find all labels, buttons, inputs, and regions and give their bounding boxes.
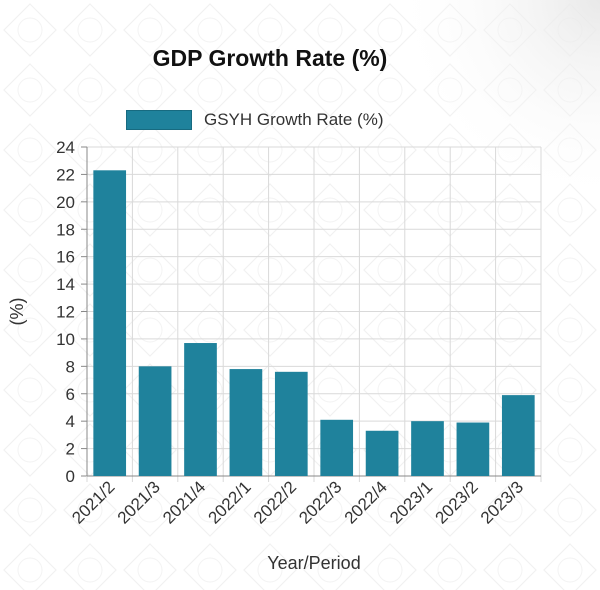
y-tick-label: 12 — [56, 303, 75, 322]
y-tick-label: 10 — [56, 330, 75, 349]
x-tick-label: 2021/2 — [68, 477, 118, 527]
x-tick-label: 2021/3 — [114, 477, 164, 527]
y-axis-title: (%) — [7, 298, 27, 326]
x-axis-title: Year/Period — [267, 553, 360, 573]
y-tick-label: 6 — [66, 385, 75, 404]
x-tick-label: 2023/3 — [477, 477, 527, 527]
bar-2022-1 — [229, 369, 263, 476]
y-tick-label: 8 — [66, 357, 75, 376]
x-tick-label: 2022/1 — [205, 477, 255, 527]
y-tick-label: 14 — [56, 275, 75, 294]
x-tick-label: 2023/2 — [432, 477, 482, 527]
bar-2022-2 — [274, 371, 308, 476]
chart-title: GDP Growth Rate (%) — [152, 45, 388, 71]
legend-swatch — [126, 110, 192, 130]
bar-2023-3 — [501, 395, 535, 476]
bar-2021-2 — [93, 170, 127, 476]
legend-label: GSYH Growth Rate (%) — [204, 110, 384, 129]
legend[interactable]: GSYH Growth Rate (%) — [126, 110, 384, 130]
x-tick-label: 2023/1 — [386, 477, 436, 527]
y-tick-label: 18 — [56, 220, 75, 239]
y-tick-label: 22 — [56, 165, 75, 184]
bar-2023-2 — [456, 422, 490, 476]
y-tick-label: 20 — [56, 193, 75, 212]
bar-2021-3 — [138, 366, 172, 476]
bar-2021-4 — [184, 343, 217, 476]
bar-2023-1 — [411, 421, 444, 476]
y-tick-label: 0 — [66, 467, 75, 486]
y-tick-label: 4 — [66, 412, 75, 431]
y-tick-label: 2 — [66, 440, 75, 459]
y-tick-label: 24 — [56, 138, 75, 157]
x-tick-label: 2022/4 — [341, 477, 391, 527]
x-tick-label: 2022/3 — [295, 477, 345, 527]
x-tick-label: 2022/2 — [250, 477, 300, 527]
y-tick-label: 16 — [56, 248, 75, 267]
x-tick-label: 2021/4 — [159, 477, 209, 527]
bar-2022-3 — [320, 419, 354, 476]
bar-2022-4 — [365, 430, 399, 476]
